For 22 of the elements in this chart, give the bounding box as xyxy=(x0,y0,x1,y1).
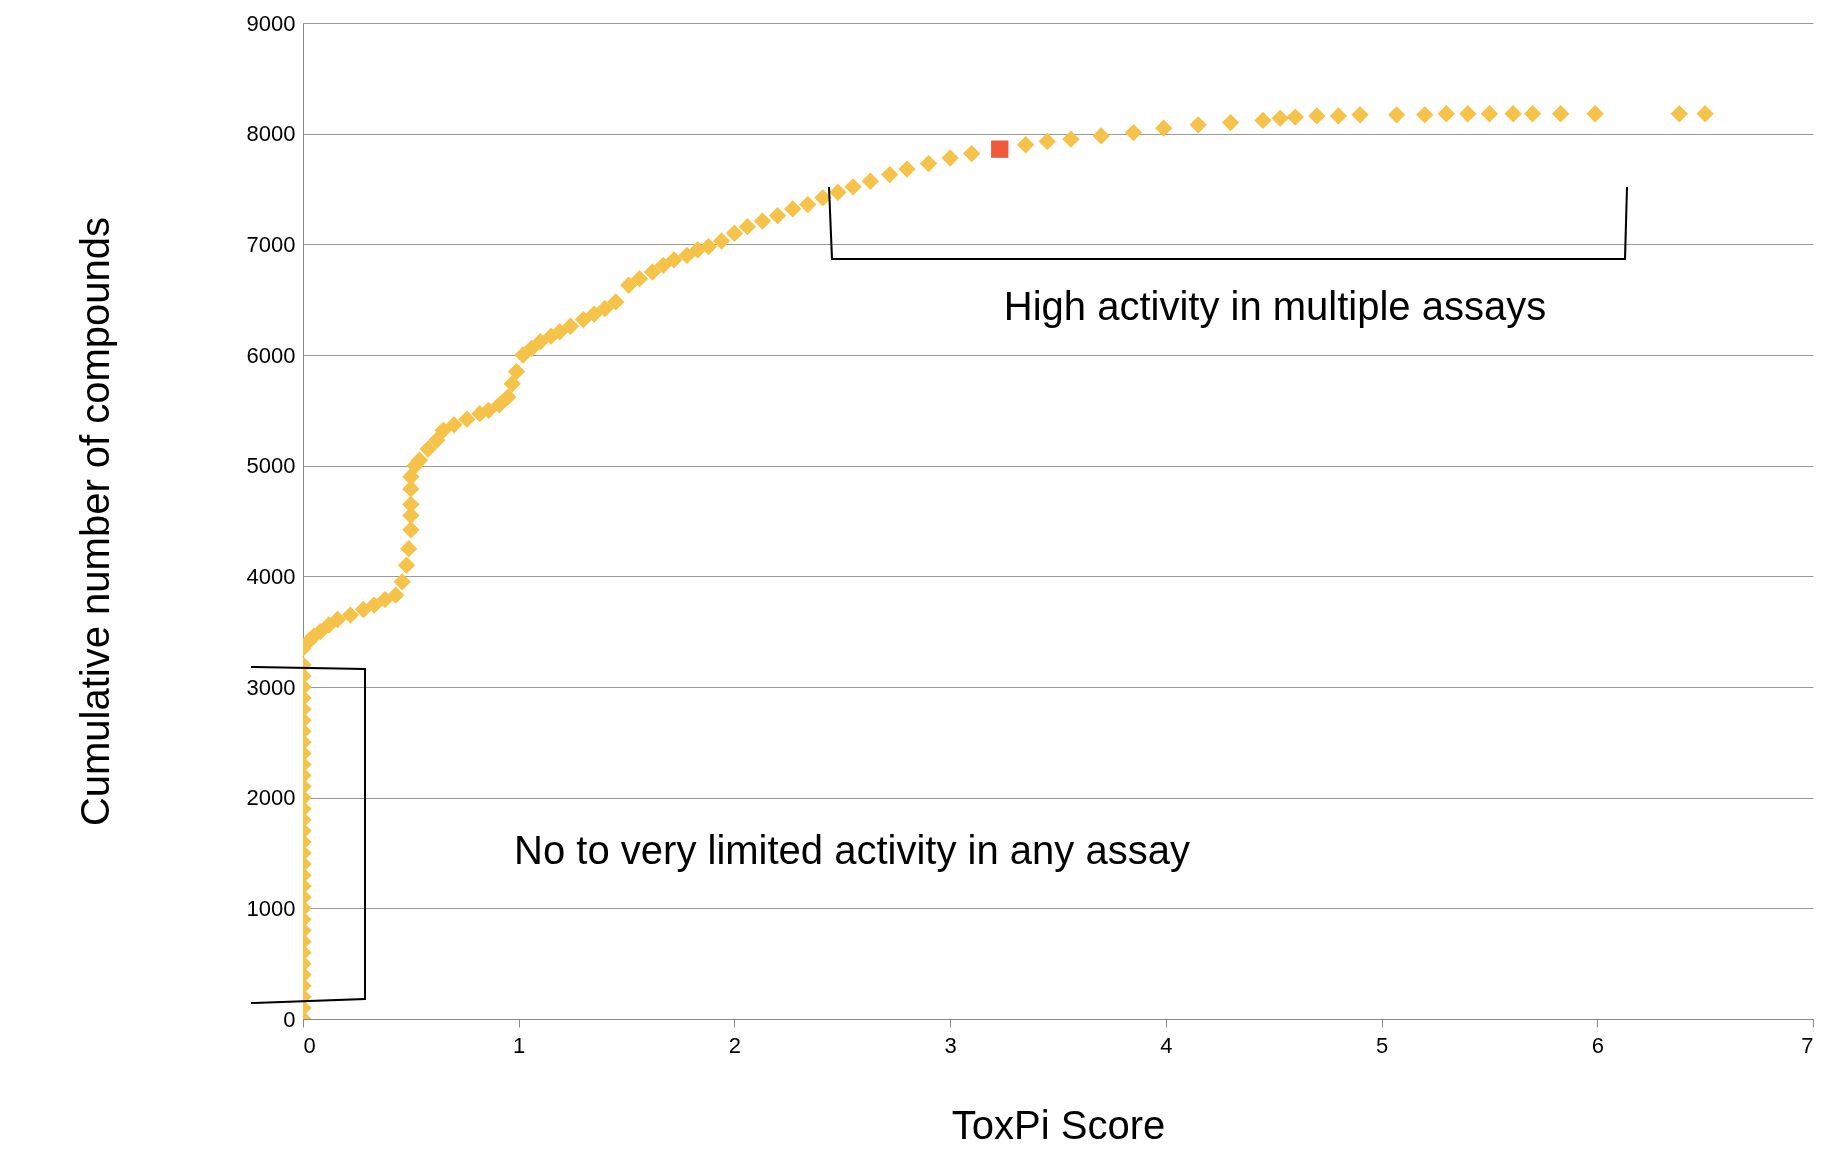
y-tick-label: 2000 xyxy=(246,785,296,811)
x-tick-label: 1 xyxy=(513,1032,526,1058)
x-tick-label: 2 xyxy=(728,1032,742,1058)
y-tick-label: 1000 xyxy=(246,895,296,921)
y-tick-label: 9000 xyxy=(246,10,296,36)
x-tick-label: 0 xyxy=(303,1032,316,1058)
x-tick-label: 3 xyxy=(944,1032,957,1058)
y-tick-label: 3000 xyxy=(246,674,296,700)
y-tick-label: 8000 xyxy=(246,121,296,147)
x-tick-label: 7 xyxy=(1801,1032,1814,1058)
x-tick-label: 4 xyxy=(1160,1032,1173,1058)
y-axis-title: Cumulative number of compounds xyxy=(72,216,117,827)
x-tick-label: 5 xyxy=(1375,1032,1389,1058)
y-tick-label: 4000 xyxy=(246,563,296,589)
annotation: High activity in multiple assays xyxy=(1003,284,1547,328)
y-tick-label: 7000 xyxy=(246,231,296,257)
annotation: No to very limited activity in any assay xyxy=(514,828,1190,872)
x-tick-label: 6 xyxy=(1591,1032,1604,1058)
x-axis-title: ToxPi Score xyxy=(951,1102,1166,1147)
y-tick-label: 0 xyxy=(283,1006,296,1032)
y-tick-label: 6000 xyxy=(246,342,296,368)
y-tick-label: 5000 xyxy=(246,453,296,479)
